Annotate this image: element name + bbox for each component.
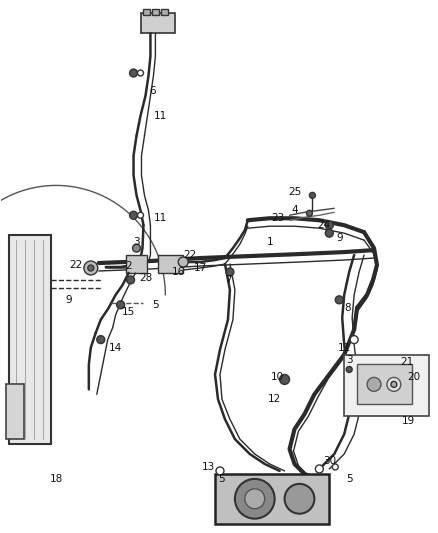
Text: 8: 8 (344, 303, 350, 313)
Text: 14: 14 (109, 343, 122, 352)
Bar (215, 474, 329, 523)
Circle shape (387, 377, 401, 391)
Circle shape (315, 465, 323, 473)
Circle shape (245, 489, 265, 508)
Circle shape (285, 484, 314, 514)
Text: 19: 19 (402, 416, 415, 426)
Circle shape (367, 377, 381, 391)
Circle shape (130, 211, 138, 219)
Circle shape (133, 244, 141, 252)
Bar (161, 10, 168, 15)
Bar (9, 235, 51, 444)
Circle shape (88, 265, 94, 271)
Text: 22: 22 (184, 250, 197, 260)
Bar (144, 10, 150, 15)
Text: 5: 5 (152, 300, 159, 310)
Circle shape (332, 464, 338, 470)
Bar (159, 255, 183, 273)
Circle shape (138, 70, 144, 76)
Text: 12: 12 (268, 394, 281, 405)
Text: 24: 24 (318, 220, 331, 230)
Circle shape (325, 221, 333, 229)
Bar (357, 365, 412, 404)
Circle shape (307, 211, 312, 216)
Bar (7, 384, 24, 439)
Circle shape (178, 257, 188, 267)
Text: 9: 9 (336, 233, 343, 243)
Text: 2: 2 (125, 261, 132, 271)
Bar (141, 13, 175, 33)
Circle shape (309, 192, 315, 198)
Circle shape (346, 367, 352, 373)
Circle shape (235, 479, 275, 519)
Circle shape (130, 69, 138, 77)
Circle shape (325, 229, 333, 237)
Text: 5: 5 (346, 474, 353, 484)
Circle shape (127, 276, 134, 284)
Text: 18: 18 (49, 474, 63, 484)
Text: 4: 4 (291, 205, 298, 215)
Bar (152, 10, 159, 15)
Text: 22: 22 (69, 260, 82, 270)
Text: 3: 3 (133, 237, 140, 247)
Circle shape (226, 268, 234, 276)
Text: 28: 28 (139, 273, 152, 283)
Text: 30: 30 (323, 456, 336, 466)
Text: 11: 11 (338, 343, 351, 352)
Text: 11: 11 (154, 213, 167, 223)
Circle shape (335, 296, 343, 304)
Circle shape (117, 301, 124, 309)
Text: 3: 3 (346, 354, 353, 365)
Bar (344, 354, 429, 416)
Circle shape (350, 336, 358, 344)
Text: 20: 20 (407, 373, 420, 382)
Circle shape (216, 467, 224, 475)
Text: 21: 21 (400, 357, 413, 367)
Text: 7: 7 (225, 275, 231, 285)
Text: 5: 5 (219, 474, 225, 484)
Text: 9: 9 (66, 295, 72, 305)
Circle shape (279, 375, 290, 384)
Text: 15: 15 (122, 307, 135, 317)
Text: 25: 25 (288, 188, 301, 197)
Text: 6: 6 (149, 86, 156, 96)
Text: 16: 16 (172, 267, 185, 277)
Bar (126, 255, 148, 273)
Text: 13: 13 (201, 462, 215, 472)
Circle shape (391, 382, 397, 387)
Circle shape (97, 336, 105, 344)
Text: 10: 10 (271, 373, 284, 382)
Text: 17: 17 (194, 263, 207, 273)
Circle shape (138, 212, 144, 218)
Text: 11: 11 (154, 111, 167, 121)
Text: 1: 1 (266, 237, 273, 247)
Text: 23: 23 (271, 213, 284, 223)
Circle shape (84, 261, 98, 275)
